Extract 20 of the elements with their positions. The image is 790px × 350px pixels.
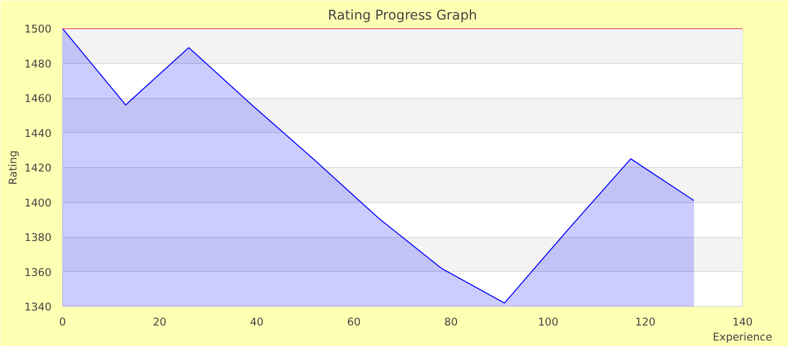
x-tick-label: 60 [347, 316, 361, 328]
y-tick-label: 1440 [24, 126, 52, 140]
y-tick-label: 1460 [24, 92, 52, 105]
x-tick-label: 40 [250, 316, 264, 328]
x-tick-label: 100 [538, 316, 559, 328]
y-tick-label: 1480 [24, 57, 52, 70]
x-tick-label: 20 [152, 316, 167, 328]
y-tick-label: 1360 [24, 266, 52, 279]
y-tick-label: 1380 [24, 231, 52, 244]
chart-title: Rating Progress Graph [328, 8, 478, 24]
y-axis-title: Rating [6, 150, 20, 185]
y-tick-label: 1500 [24, 22, 52, 36]
x-tick-label: 0 [59, 316, 66, 328]
y-tick-label: 1420 [24, 162, 52, 174]
x-tick-label: 80 [444, 316, 458, 328]
x-tick-label: 140 [732, 316, 753, 328]
y-tick-label: 1400 [24, 196, 52, 210]
x-tick-label: 120 [635, 316, 656, 328]
x-axis-title: Experience [712, 330, 772, 344]
y-tick-label: 1340 [24, 300, 52, 314]
